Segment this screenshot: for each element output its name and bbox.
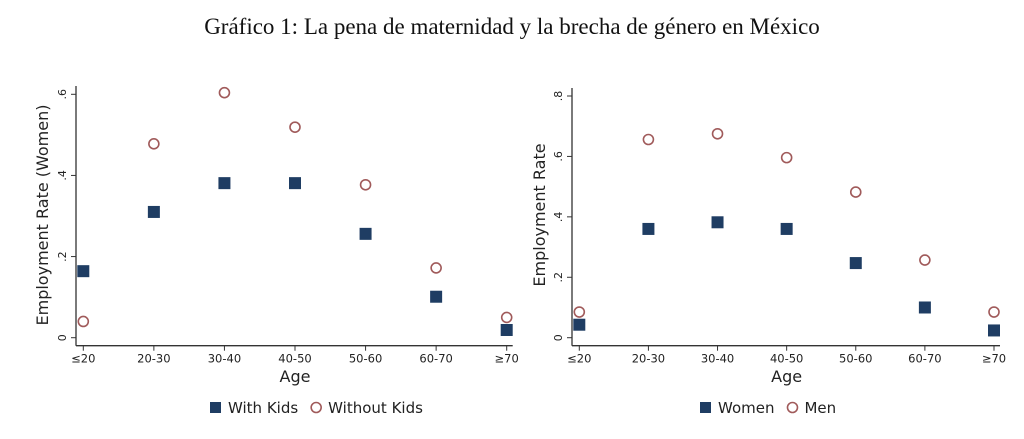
chart1-y-tick-label: 0 (56, 334, 69, 341)
chart1-point-circle (148, 137, 160, 150)
chart1-legend-label: With Kids (228, 399, 298, 417)
chart1-point-square (500, 323, 513, 336)
chart1-point-square (218, 177, 231, 190)
chart2-y-tick-label: .6 (552, 151, 565, 162)
chart2-point-circle (919, 254, 931, 266)
chart1-y-tick-label: .2 (56, 251, 69, 262)
chart1-x-tick-label: 30-40 (208, 352, 241, 366)
chart1-point-circle (359, 178, 372, 191)
chart1-y-axis-label: Employment Rate (Women) (33, 105, 52, 326)
chart2-point-square (918, 301, 931, 314)
chart1-x-tick-label: ≤20 (71, 352, 95, 366)
chart2-x-tick-label: 50-60 (839, 352, 872, 366)
chart2-x-tick-label: ≥70 (982, 352, 1006, 366)
chart2-y-tick-label: .2 (552, 272, 565, 283)
chart2-point-square (780, 222, 793, 235)
chart2-point-circle (849, 186, 862, 198)
chart1-point-square (430, 290, 443, 303)
chart2-legend-marker-circle (786, 401, 799, 414)
chart2-point-circle (573, 306, 586, 318)
chart2-point-circle (642, 133, 655, 146)
figure-title: Gráfico 1: La pena de maternidad y la br… (204, 14, 820, 39)
chart1-point-circle (289, 121, 301, 133)
chart1-legend-marker-circle (310, 401, 322, 414)
chart2-point-square (849, 257, 862, 270)
chart2-legend-marker-square (700, 402, 711, 413)
chart1-point-square (147, 205, 160, 218)
chart1-point-circle (500, 311, 513, 324)
chart1-y-tick-label: .4 (56, 170, 69, 181)
chart2-x-tick-label: 60-70 (908, 352, 941, 366)
chart2-point-square (988, 324, 1000, 337)
chart1-point-circle (77, 315, 90, 328)
chart2-point-square (642, 222, 655, 235)
chart2-y-tick-label: .4 (552, 212, 565, 223)
chart2-x-tick-label: 20-30 (632, 352, 665, 366)
chart1-x-tick-label: 50-60 (349, 352, 382, 366)
chart2-point-circle (780, 151, 793, 164)
chart2-point-square (711, 216, 724, 229)
chart1-x-tick-label: 40-50 (278, 352, 311, 366)
chart1-y-tick-label: .6 (56, 89, 69, 100)
chart2-x-tick-label: 40-50 (770, 352, 803, 366)
chart1-point-circle (218, 86, 231, 99)
chart2-point-circle (988, 306, 1000, 318)
chart1-x-tick-label: 20-30 (137, 352, 170, 366)
chart1-point-square (289, 177, 301, 190)
chart1-x-axis-label: Age (280, 367, 311, 386)
chart2-y-axis-label: Employment Rate (530, 143, 549, 286)
chart1-point-square (77, 265, 90, 278)
chart1-x-tick-label: ≥70 (495, 352, 519, 366)
chart2-legend-label: Men (804, 399, 836, 417)
chart2-point-square (573, 318, 586, 331)
chart2-y-tick-label: 0 (552, 334, 565, 341)
chart2-x-tick-label: 30-40 (701, 352, 734, 366)
chart2-point-circle (711, 127, 724, 140)
chart1-x-tick-label: 60-70 (419, 352, 452, 366)
chart1-point-square (359, 227, 372, 240)
chart2-x-axis-label: Age (771, 367, 802, 386)
chart2-legend-label: Women (718, 399, 774, 417)
chart1-legend-label: Without Kids (328, 399, 423, 417)
chart2-x-tick-label: ≤20 (567, 352, 591, 366)
chart1-legend-marker-square (210, 402, 221, 413)
chart2-y-tick-label: .8 (552, 91, 565, 102)
chart1-point-circle (430, 262, 442, 274)
